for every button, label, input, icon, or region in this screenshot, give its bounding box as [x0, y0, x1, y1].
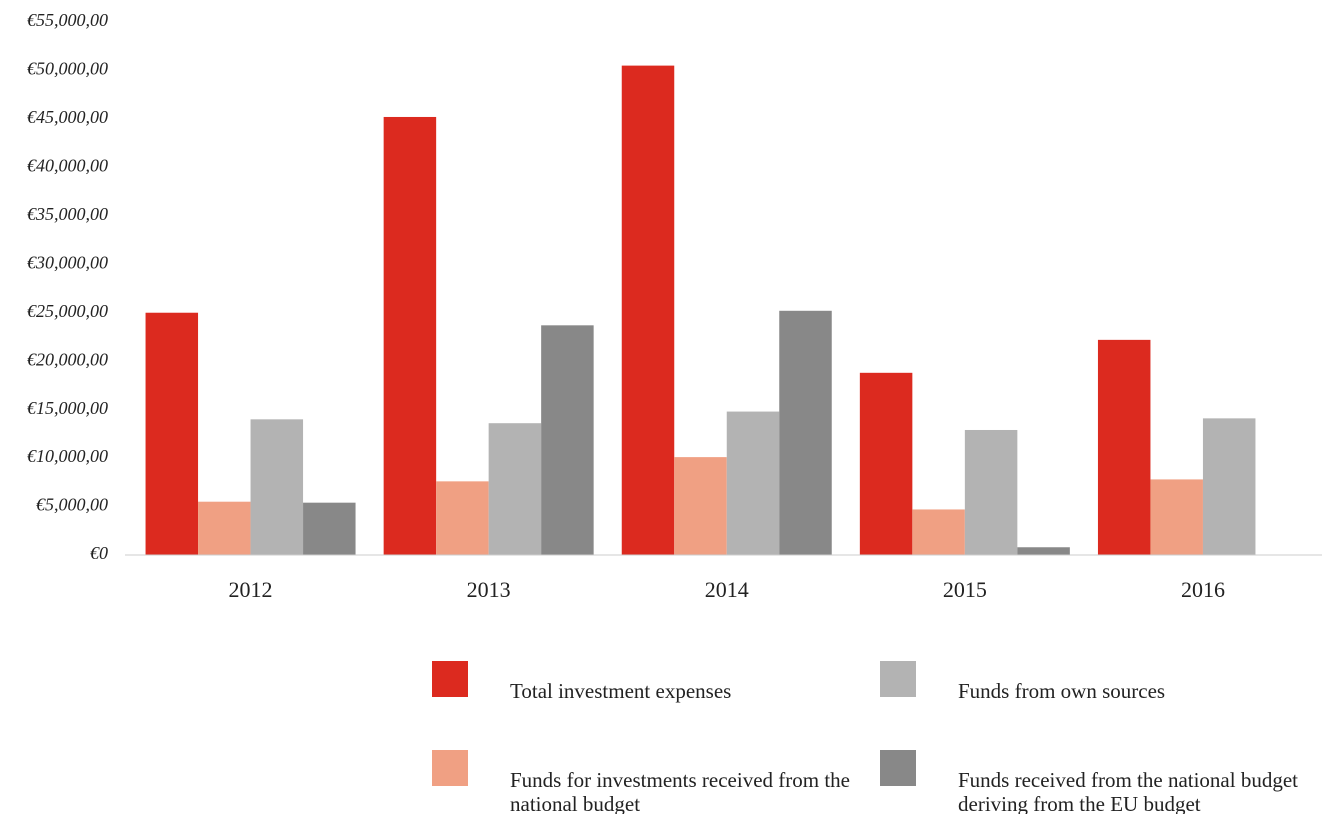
bar — [488, 423, 542, 555]
legend-label: Total investment expenses — [510, 679, 732, 703]
y-tick-label: €10,000,00 — [27, 446, 108, 466]
legend-label: Funds for investments received from the … — [510, 768, 850, 814]
bar — [303, 502, 356, 555]
legend-swatch — [880, 661, 916, 697]
y-tick-label: €35,000,00 — [27, 204, 108, 224]
bar — [436, 481, 489, 555]
legend-label: Funds received from the national budget … — [958, 768, 1298, 814]
bar — [198, 501, 251, 555]
legend-swatch — [432, 661, 468, 697]
bar — [859, 372, 913, 555]
bar — [964, 429, 1018, 555]
y-tick-label: €15,000,00 — [27, 398, 108, 418]
x-tick-label: 2012 — [229, 577, 273, 602]
y-tick-label: €0 — [90, 543, 108, 563]
y-tick-label: €25,000,00 — [27, 301, 108, 321]
bar — [674, 457, 727, 555]
bar — [541, 325, 594, 555]
y-tick-label: €40,000,00 — [27, 155, 108, 175]
bar — [145, 312, 199, 555]
y-tick-label: €30,000,00 — [27, 252, 108, 272]
x-tick-label: 2014 — [705, 577, 749, 602]
legend-swatch — [880, 750, 916, 786]
bar — [726, 411, 780, 555]
bar — [1017, 547, 1070, 555]
legend-item: Funds for investments received from the … — [432, 750, 885, 814]
legend-label: Funds from own sources — [958, 679, 1166, 703]
y-tick-label: €50,000,00 — [27, 59, 108, 79]
chart: €0 €5,000,00 €10,000,00 €15,000,00 €20,000,0… — [27, 10, 1322, 602]
y-tick-label: €55,000,00 — [27, 10, 108, 30]
legend-item: Total investment expenses — [432, 661, 885, 703]
bar — [1202, 418, 1256, 555]
bar — [1097, 339, 1151, 555]
x-tick-label: 2013 — [467, 577, 511, 602]
x-tick-label: 2015 — [943, 577, 987, 602]
bar — [1150, 479, 1203, 555]
bar — [250, 419, 304, 555]
x-tick-label: 2016 — [1181, 577, 1225, 602]
bar — [779, 310, 832, 555]
legend-item: Funds received from the national budget … — [880, 750, 1333, 814]
legend-item: Funds from own sources — [880, 661, 1333, 703]
legend-swatch — [432, 750, 468, 786]
bar — [383, 116, 437, 555]
y-tick-label: €5,000,00 — [36, 495, 108, 515]
bar — [912, 509, 965, 555]
y-tick-label: €20,000,00 — [27, 349, 108, 369]
y-tick-label: €45,000,00 — [27, 107, 108, 127]
bar — [621, 65, 675, 555]
